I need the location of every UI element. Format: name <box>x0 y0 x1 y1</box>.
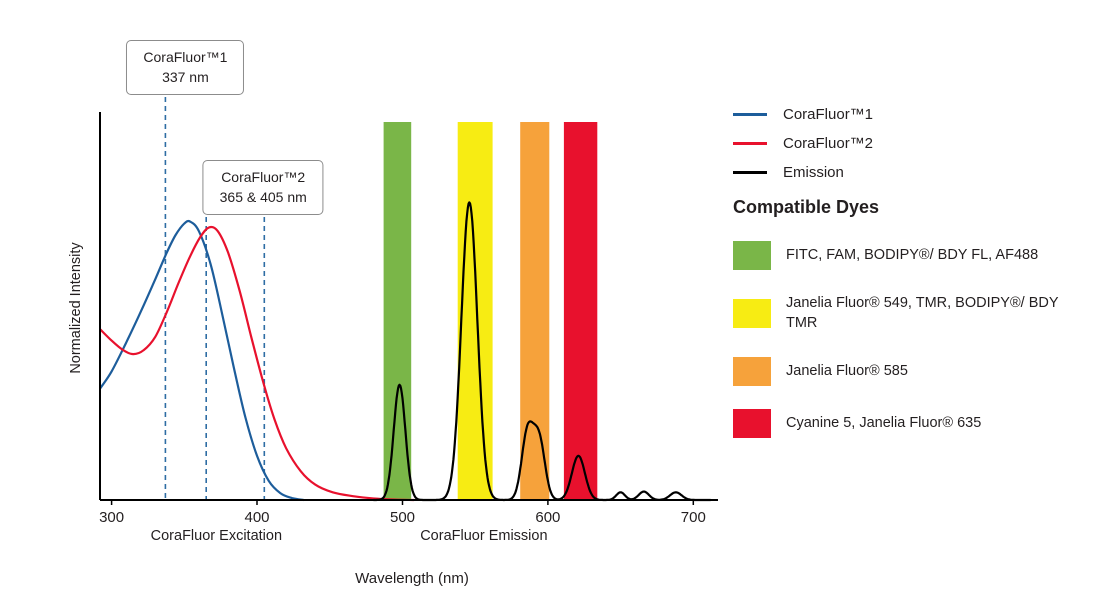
legend-item-corafluor1: CoraFluor™1 <box>733 106 1103 123</box>
x-tick-label: 400 <box>244 509 269 526</box>
emission-section-label: CoraFluor Emission <box>420 528 548 544</box>
callout-subtitle: 365 & 405 nm <box>219 189 307 206</box>
corafluor2-line-swatch <box>733 142 767 145</box>
callout-title: CoraFluor™1 <box>143 49 228 65</box>
green-dye-swatch <box>733 241 771 270</box>
x-tick-label: 600 <box>535 509 560 526</box>
excitation-section-label: CoraFluor Excitation <box>150 528 283 544</box>
legend-item-label: CoraFluor™2 <box>783 135 874 152</box>
x-tick-label: 300 <box>99 509 124 526</box>
x-tick-label: 500 <box>390 509 415 526</box>
dye-band <box>457 122 493 500</box>
dye-label: Janelia Fluor® 549, TMR, BODIPY®/ BDY TM… <box>786 295 1059 332</box>
legend-panel: CoraFluor™1 CoraFluor™2 Emission Compati… <box>733 106 1103 438</box>
compatible-dyes-heading: Compatible Dyes <box>733 197 880 217</box>
emission-line-swatch <box>733 171 767 174</box>
legend-item-label: CoraFluor™1 <box>783 106 874 123</box>
corafluor1-line-swatch <box>733 113 767 116</box>
x-tick-label: 700 <box>681 509 706 526</box>
curve-corafluor-2 <box>99 225 415 502</box>
legend-item-corafluor2: CoraFluor™2 <box>733 135 1103 152</box>
compatible-dyes-list: FITC, FAM, BODIPY®/ BDY FL, AF488 Janeli… <box>733 241 1103 438</box>
legend-item-label: Emission <box>783 164 844 181</box>
dye-label: Cyanine 5, Janelia Fluor® 635 <box>786 414 982 431</box>
y-axis-label: Normalized Intensity <box>68 242 84 374</box>
dye-row-orange: Janelia Fluor® 585 <box>733 356 1103 386</box>
dye-band <box>563 122 598 500</box>
red-dye-swatch <box>733 408 771 438</box>
curve-corafluor-1 <box>99 219 304 502</box>
legend-item-emission: Emission <box>733 164 1103 181</box>
spectra-chart: 300 400 500 600 700 <box>99 97 718 526</box>
line-legend: CoraFluor™1 CoraFluor™2 Emission <box>733 106 1103 181</box>
dye-row-green: FITC, FAM, BODIPY®/ BDY FL, AF488 <box>733 241 1103 270</box>
dye-label: FITC, FAM, BODIPY®/ BDY FL, AF488 <box>786 247 1039 264</box>
x-axis-label: Wavelength (nm) <box>355 570 469 587</box>
callout-corafluor2-365-405nm: CoraFluor™2 365 & 405 nm <box>202 160 324 215</box>
dye-label: Janelia Fluor® 585 <box>786 362 908 379</box>
callout-corafluor1-337nm: CoraFluor™1 337 nm <box>126 40 245 95</box>
callout-title: CoraFluor™2 <box>221 169 306 185</box>
yellow-dye-swatch <box>733 298 771 328</box>
orange-dye-swatch <box>733 356 771 386</box>
callout-subtitle: 337 nm <box>162 69 209 86</box>
dye-row-red: Cyanine 5, Janelia Fluor® 635 <box>733 408 1103 438</box>
dye-row-yellow: Janelia Fluor® 549, TMR, BODIPY®/ BDY TM… <box>733 293 1103 334</box>
